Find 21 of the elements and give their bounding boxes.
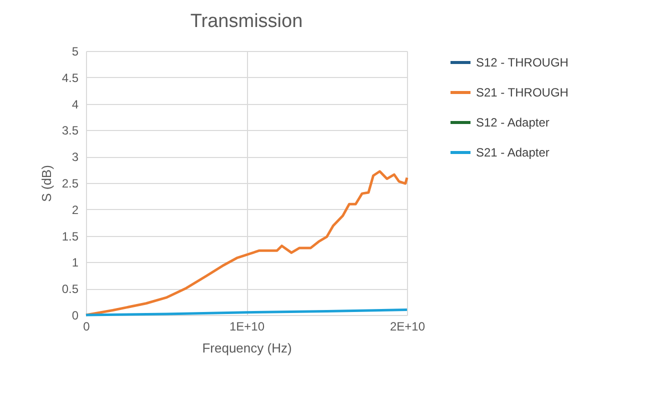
x-tick-label: 2E+10 bbox=[390, 320, 426, 334]
y-axis-title: S (dB) bbox=[38, 165, 54, 202]
y-tick-label: 3.5 bbox=[62, 124, 79, 138]
y-tick-label: 1 bbox=[72, 256, 79, 270]
y-tick-label: 1.5 bbox=[62, 229, 79, 244]
y-tick-label: 5 bbox=[72, 44, 79, 58]
y-tick-label: 2.5 bbox=[62, 176, 79, 190]
y-tick-label: 2 bbox=[72, 202, 79, 217]
y-tick-label: 3 bbox=[72, 150, 79, 164]
legend-label: S12 - THROUGH bbox=[476, 56, 568, 70]
x-tick-label: 0 bbox=[83, 320, 90, 334]
y-tick-label: 4.5 bbox=[62, 70, 79, 85]
y-tick-label: 0.5 bbox=[62, 282, 79, 296]
y-tick-label: 0 bbox=[72, 308, 79, 322]
y-tick-label: 4 bbox=[72, 97, 79, 112]
legend-label: S21 - THROUGH bbox=[476, 86, 568, 100]
chart-title: Transmission bbox=[190, 11, 303, 32]
x-tick-label: 1E+10 bbox=[229, 320, 265, 334]
x-axis-title: Frequency (Hz) bbox=[202, 340, 292, 356]
legend-label: S12 - Adapter bbox=[476, 116, 550, 130]
legend-label: S21 - Adapter bbox=[476, 146, 550, 160]
